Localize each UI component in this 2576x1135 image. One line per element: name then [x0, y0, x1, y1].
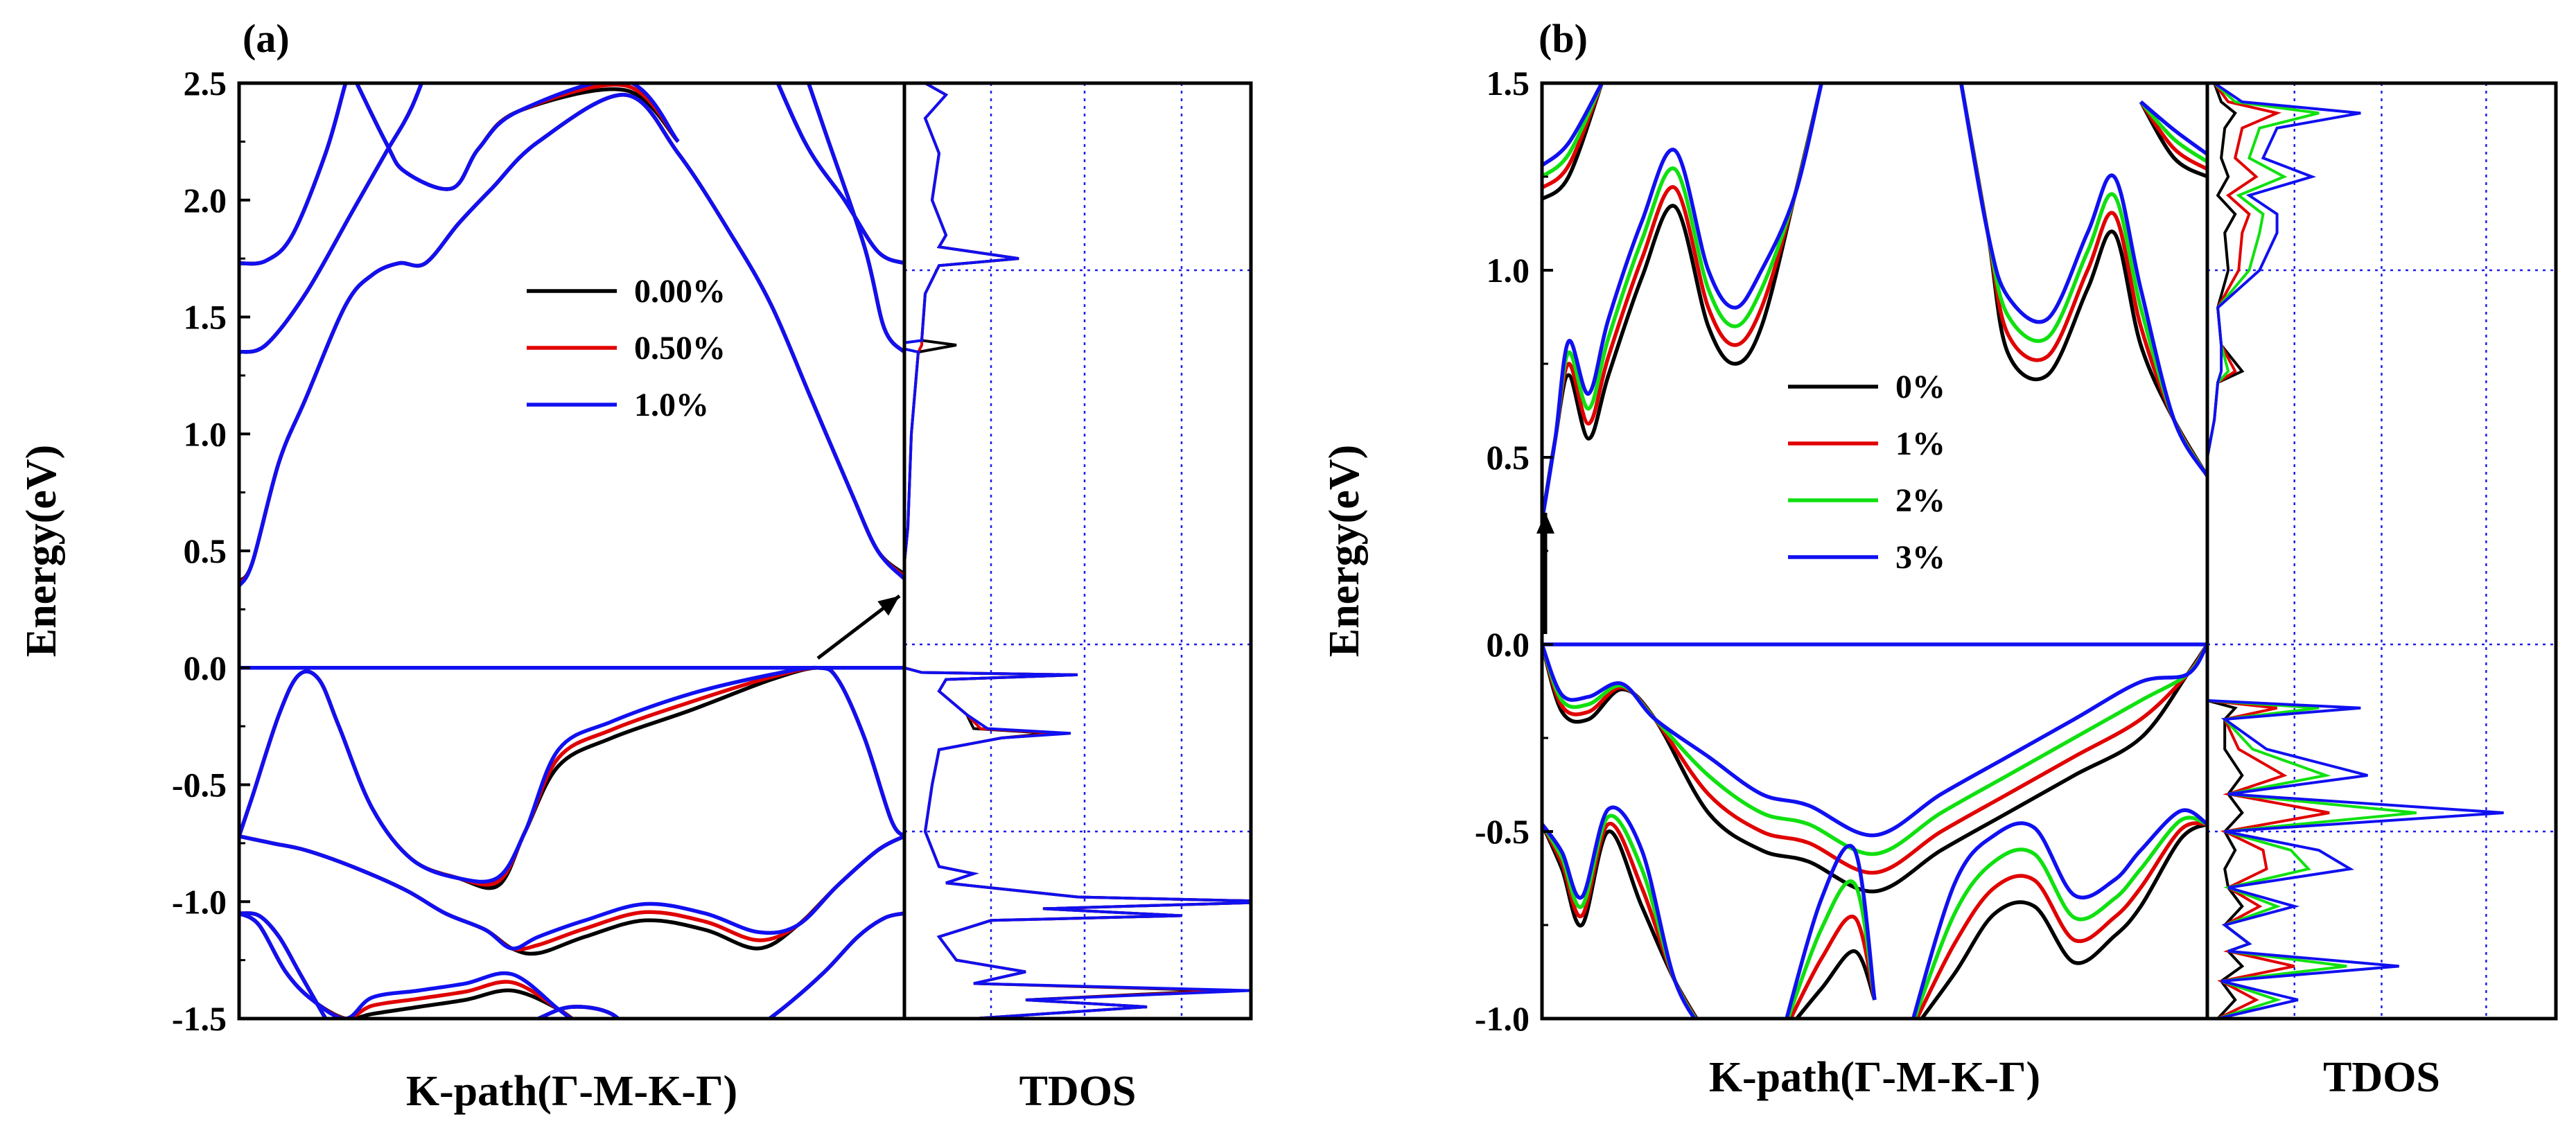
band-3pct-4	[1542, 643, 2207, 838]
dos-grid	[904, 83, 1251, 1019]
legend-label: 2%	[1895, 482, 1945, 519]
x-axis-title: K-path(Γ-M-K-Γ)	[1709, 1054, 2040, 1101]
band-3pct-5	[1542, 805, 1697, 1019]
dos-curves	[904, 83, 1251, 1019]
y-tick-label: 2.5	[184, 64, 227, 103]
band-0.00pct-6	[239, 666, 904, 890]
band-1.0pct-7	[239, 834, 904, 951]
legend-label: 1.0%	[634, 387, 709, 423]
band-1.0pct-4	[776, 83, 904, 265]
band-0.00pct-7	[239, 834, 904, 956]
band-0.50pct-7	[239, 834, 904, 951]
band-0.50pct-6	[239, 666, 904, 887]
panel-label: (b)	[1539, 16, 1588, 61]
y-tick-label: 2.0	[184, 181, 227, 220]
legend-label: 1%	[1895, 425, 1945, 462]
legend-label: 3%	[1895, 539, 1945, 576]
legend: 0.00% 0.50% 1.0%	[527, 273, 726, 423]
arrow-head	[1536, 513, 1554, 534]
band-0pct-5	[1542, 823, 1699, 1019]
band-3pct-2	[1959, 83, 2207, 477]
band-2pct-7	[1912, 816, 2207, 1019]
band-0.50pct-8	[239, 911, 575, 1019]
y-tick-label: 1.0	[1487, 251, 1530, 290]
band-1pct-0	[1542, 83, 1823, 522]
y-axis-ticks: -1.5 -1.0 -0.5 0.0 0.5 1.0 1.5 2.0 2.5	[172, 64, 250, 1038]
y-tick-label: 0.5	[184, 531, 227, 570]
y-axis-title: Energy(eV)	[1321, 445, 1368, 657]
legend: 0% 1% 2% 3%	[1788, 369, 1945, 576]
band-1.0pct-1	[239, 83, 424, 354]
band-0pct-7	[1919, 822, 2207, 1019]
arrow-head	[877, 596, 900, 616]
band-lines	[1542, 83, 2207, 1019]
band-2pct-4	[1542, 643, 2207, 856]
dos-frame	[2205, 81, 2558, 1021]
legend-label: 0.00%	[634, 273, 726, 310]
band-3pct-7	[1911, 808, 2207, 1019]
band-1.0pct-8	[239, 911, 574, 1019]
panel-a: -1.5 -1.0 -0.5 0.0 0.5 1.0 1.5 2.0 2.5 Energy(eV)…	[18, 16, 1253, 1115]
band-3pct-1	[1542, 83, 1604, 167]
y-tick-label: -1.5	[172, 999, 227, 1038]
band-lines	[239, 83, 904, 1019]
x-axis-title: K-path(Γ-M-K-Γ)	[406, 1068, 737, 1115]
dos-grid	[2207, 83, 2556, 1019]
y-axis-title: Energy(eV)	[18, 445, 65, 657]
dos-3pct	[2207, 83, 2504, 1019]
band-0pct-0	[1542, 83, 1823, 522]
y-tick-label: -1.0	[172, 882, 227, 921]
band-1.0pct-2	[239, 83, 348, 266]
panel-label: (a)	[243, 16, 290, 61]
band-1.0pct-10	[534, 1005, 622, 1019]
y-axis-ticks: -1.0 -0.5 0.0 0.5 1.0 1.5	[1475, 64, 1553, 1038]
band-0.00pct-0	[239, 93, 904, 583]
band-1pct-6	[1788, 915, 1877, 1019]
y-tick-label: 1.5	[184, 298, 227, 337]
panel-b: -1.0 -0.5 0.0 0.5 1.0 1.5 Energy(eV) K-path(Γ-M…	[1321, 16, 2558, 1101]
band-0.00pct-3	[354, 83, 680, 191]
dos-2pct	[2207, 83, 2417, 1019]
band-0.00pct-8	[239, 911, 575, 1019]
dos-1.0pct	[904, 83, 1251, 1019]
band-3pct-0	[1542, 83, 1823, 522]
legend-label: 0%	[1895, 369, 1945, 405]
band-1.0pct-11	[766, 911, 904, 1019]
dos-frame	[902, 81, 1253, 1021]
band-0.50pct-0	[239, 93, 904, 586]
band-1pct-7	[1914, 821, 2207, 1019]
y-tick-label: 0.0	[184, 649, 227, 687]
band-3pct-6	[1785, 843, 1877, 1019]
band-1.0pct-5	[806, 83, 904, 354]
y-tick-label: 0.0	[1487, 625, 1530, 664]
band-2pct-0	[1542, 83, 1823, 522]
dos-curves	[2207, 83, 2504, 1019]
band-1.0pct-0	[239, 93, 904, 588]
band-1.0pct-9	[239, 911, 328, 1019]
band-1.0pct-6	[239, 665, 904, 884]
band-1pct-4	[1542, 643, 2207, 875]
y-tick-label: 1.0	[184, 414, 227, 453]
band-0pct-4	[1542, 643, 2207, 894]
dos-axis-title: TDOS	[2323, 1054, 2440, 1101]
y-tick-label: -1.0	[1475, 999, 1530, 1038]
band-frame	[237, 81, 906, 1021]
dos-axis-title: TDOS	[1019, 1068, 1137, 1115]
y-tick-label: 0.5	[1487, 438, 1530, 477]
y-tick-label: -0.5	[172, 766, 227, 804]
legend-label: 0.50%	[634, 330, 726, 367]
band-0pct-6	[1794, 949, 1877, 1019]
y-tick-label: 1.5	[1487, 64, 1530, 103]
dos-0pct	[2207, 83, 2252, 1019]
band-0.50pct-3	[354, 83, 680, 191]
band-3pct-3	[2139, 100, 2207, 156]
band-1.0pct-3	[354, 83, 680, 191]
y-tick-label: -0.5	[1475, 812, 1530, 851]
